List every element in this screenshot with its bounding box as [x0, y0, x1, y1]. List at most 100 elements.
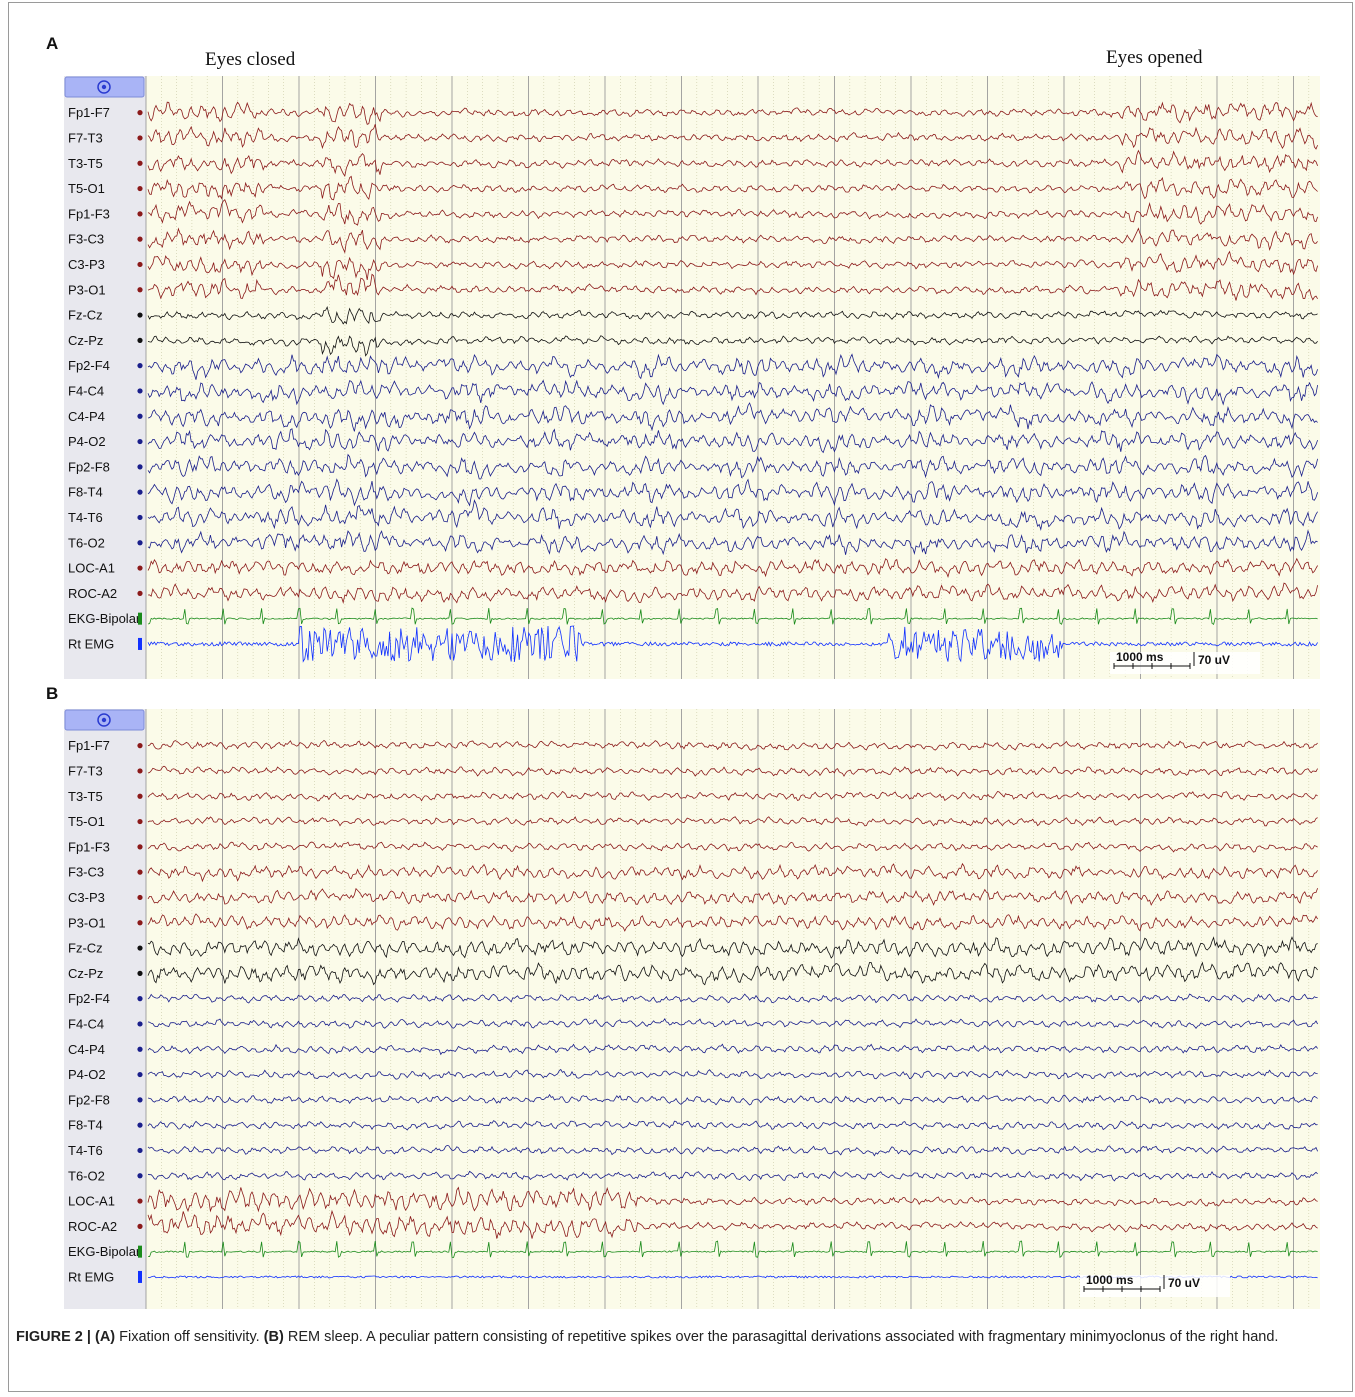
channel-label: T5-O1 [68, 181, 105, 196]
eeg-trace [147, 790, 1318, 802]
eeg-trace [147, 625, 1318, 663]
scale-bar: 1000 ms 70 uV [1080, 1273, 1230, 1297]
channel-label: Fz-Cz [68, 941, 103, 956]
channel-label-column [64, 709, 146, 1309]
channel-color-marker [138, 1270, 142, 1283]
eeg-trace [147, 199, 1318, 226]
settings-target-icon [97, 713, 111, 727]
channel-label: F3-C3 [68, 865, 104, 880]
channel-color-marker [137, 1097, 143, 1103]
annotation-eyes-opened: Eyes opened [1106, 47, 1203, 68]
channel-label: F4-C4 [68, 1016, 104, 1031]
channel-color-marker [137, 1122, 143, 1128]
channel-label: T3-T5 [68, 156, 103, 171]
channel-label: Rt EMG [68, 636, 114, 651]
eeg-trace [147, 607, 1318, 626]
channel-label: T6-O2 [68, 535, 105, 550]
channel-label: F8-T4 [68, 485, 103, 500]
channel-label: Fp1-F7 [68, 105, 110, 120]
scale-time-label: 1000 ms [1116, 650, 1164, 664]
figure-frame [8, 2, 1353, 1392]
channel-label: T4-T6 [68, 510, 103, 525]
eeg-trace [147, 887, 1318, 906]
eeg-trace [147, 305, 1318, 325]
channel-label: Cz-Pz [68, 966, 103, 981]
channel-label: EKG-Bipolar [68, 1244, 141, 1259]
channel-color-marker [137, 363, 143, 369]
channel-color-marker [137, 844, 143, 850]
channel-label: P3-O1 [68, 282, 106, 297]
channel-label: EKG-Bipolar [68, 611, 141, 626]
channel-label: Fp1-F7 [68, 738, 110, 753]
channel-label: LOC-A1 [68, 1194, 115, 1209]
eeg-trace [147, 1186, 1318, 1213]
channel-label: Cz-Pz [68, 333, 103, 348]
channel-color-marker [137, 869, 143, 875]
eeg-trace [147, 765, 1318, 777]
plot-background [146, 76, 1320, 679]
channel-color-marker [137, 894, 143, 901]
channel-color-marker [137, 743, 143, 749]
channel-color-marker [137, 793, 143, 799]
panel-a-letter: A [46, 34, 59, 53]
eeg-trace [147, 841, 1318, 853]
channel-color-marker [137, 590, 143, 596]
channel-color-marker [137, 920, 143, 926]
channel-label: Fz-Cz [68, 308, 103, 323]
time-grid [145, 76, 1310, 679]
plot-background [146, 709, 1320, 1309]
channel-color-marker [137, 337, 143, 343]
channel-color-marker [137, 388, 143, 394]
caption-label: FIGURE 2 | [16, 1329, 91, 1345]
channel-label: Fp2-F4 [68, 358, 110, 373]
eeg-trace [147, 101, 1318, 125]
channel-color-marker [137, 1021, 143, 1027]
eeg-trace [147, 478, 1318, 507]
channel-color-marker [137, 464, 143, 470]
eeg-trace [147, 453, 1318, 480]
eeg-trace [147, 250, 1318, 280]
channel-label: F3-C3 [68, 232, 104, 247]
channel-color-marker [137, 1071, 143, 1078]
eeg-trace [147, 273, 1318, 301]
eeg-trace [147, 739, 1318, 751]
channel-color-marker [138, 1245, 142, 1258]
eeg-trace [147, 149, 1318, 178]
channel-label: Fp1-F3 [68, 206, 110, 221]
channel-color-marker [137, 1223, 143, 1229]
channel-color-marker [137, 565, 143, 571]
eeg-trace [147, 1043, 1318, 1056]
channel-color-marker [137, 996, 143, 1002]
channel-color-marker [137, 236, 143, 242]
eeg-trace [147, 1209, 1318, 1239]
caption-part-b-label: (B) [263, 1329, 284, 1345]
scale-amplitude-label: 70 uV [1198, 653, 1230, 667]
channel-color-marker [137, 1046, 143, 1052]
channel-color-marker [137, 818, 143, 825]
channel-color-marker [137, 110, 143, 116]
eeg-trace [147, 1170, 1318, 1182]
eeg-trace [147, 529, 1318, 556]
channel-label: P3-O1 [68, 915, 106, 930]
channel-color-marker [137, 1198, 143, 1204]
channel-label: P4-O2 [68, 434, 106, 449]
channel-label: ROC-A2 [68, 586, 117, 601]
channel-label: Rt EMG [68, 1269, 114, 1284]
channel-label: Fp2-F8 [68, 1092, 110, 1107]
eeg-trace [147, 499, 1318, 531]
channel-color-marker [137, 945, 143, 951]
eeg-plot-b: Fp1-F7 F7-T3 T3-T5 T5-O1 Fp1-F3 F3-C3 C3-P3 P3-… [64, 709, 1320, 1309]
eeg-trace [147, 582, 1318, 604]
eeg-trace [147, 353, 1318, 380]
eeg-trace [147, 379, 1318, 406]
channel-label: Fp2-F4 [68, 991, 110, 1006]
eeg-trace [147, 862, 1318, 883]
eeg-trace [147, 1093, 1318, 1106]
eeg-panel-a: Fp1-F7 F7-T3 T3-T5 T5-O1 Fp1-F3 F3-C3 C3-P3 P3-… [64, 76, 1320, 679]
eeg-trace [148, 1240, 1318, 1259]
channel-label: LOC-A1 [68, 561, 115, 576]
channel-label: T5-O1 [68, 814, 105, 829]
panel-b-letter: B [46, 684, 59, 703]
channel-color-marker [137, 1147, 143, 1154]
channel-label: ROC-A2 [68, 1219, 117, 1234]
